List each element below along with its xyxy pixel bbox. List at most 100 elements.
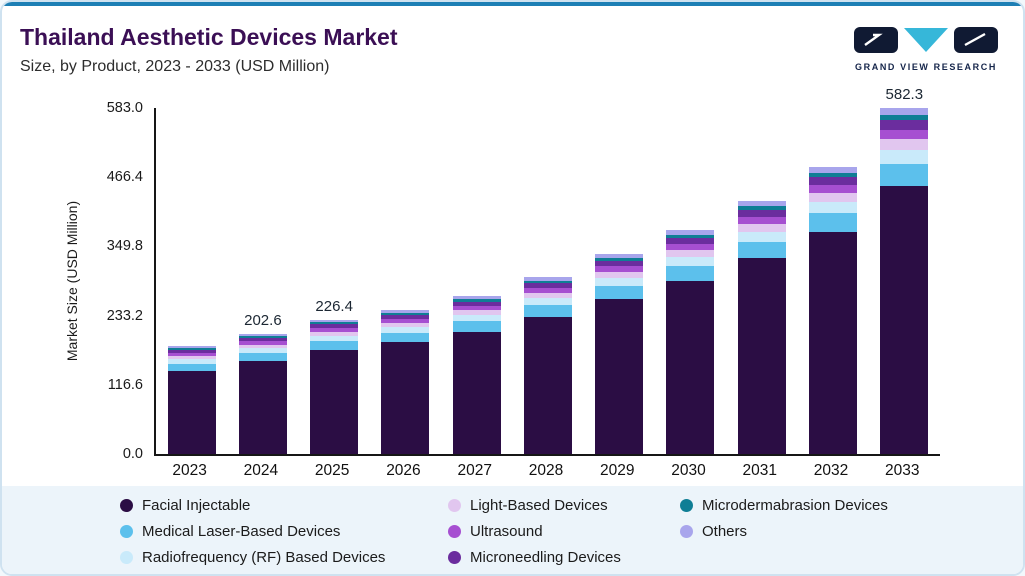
bar-segment xyxy=(666,230,715,235)
bar-segment xyxy=(809,177,858,186)
legend-item: Ultrasound xyxy=(448,523,680,540)
logo-shapes-icon xyxy=(854,27,998,53)
stacked-bar xyxy=(167,346,216,454)
top-accent-bar xyxy=(2,2,1023,6)
stacked-bar xyxy=(310,319,359,454)
bar-segment xyxy=(737,231,786,242)
legend-label: Others xyxy=(702,522,748,540)
bar-segment xyxy=(666,266,715,281)
bar-segment xyxy=(238,360,287,454)
bar-segment xyxy=(809,185,858,194)
bar-segment xyxy=(167,363,216,371)
x-axis: 2023 2024 2025 2026 2027 2028 2029 2030 2031 2032… xyxy=(154,462,938,480)
stacked-bar xyxy=(880,108,929,454)
bar-segment xyxy=(167,355,216,360)
bar-segment xyxy=(452,305,501,311)
bar-segment xyxy=(381,327,430,333)
legend-swatch-icon xyxy=(120,524,133,538)
bar-segment xyxy=(523,288,572,294)
legend-item: Light-Based Devices xyxy=(448,497,680,514)
bar-segment xyxy=(523,280,572,284)
stacked-bar xyxy=(666,230,715,454)
bar-segment xyxy=(809,173,858,178)
bar-segment xyxy=(880,163,929,187)
x-axis-tick-label: 2029 xyxy=(599,462,635,479)
legend-label: Medical Laser-Based Devices xyxy=(142,522,341,540)
legend-item: Medical Laser-Based Devices xyxy=(120,523,448,540)
bar-value-label: 202.6 xyxy=(244,311,282,329)
bar-slot xyxy=(726,201,797,454)
x-axis-tick-label: 2024 xyxy=(243,462,279,479)
stacked-bar xyxy=(523,277,572,454)
stacked-bar xyxy=(381,309,430,454)
x-axis-tick-label: 2032 xyxy=(813,462,849,479)
bar-segment xyxy=(381,309,430,313)
legend: Facial Injectable Medical Laser-Based Dev… xyxy=(120,492,888,570)
bar-segment xyxy=(595,266,644,272)
bar-segment xyxy=(310,322,359,325)
bar-segment xyxy=(310,327,359,332)
legend-label: Microdermabrasion Devices xyxy=(702,496,888,514)
bar-segment xyxy=(452,310,501,316)
bar-segment xyxy=(381,318,430,323)
bar-segment xyxy=(523,316,572,454)
bar-segment xyxy=(809,213,858,232)
bar-segment xyxy=(381,322,430,328)
logo-wordmark: GRAND VIEW RESEARCH xyxy=(855,62,997,72)
bar-slot: 582.3 xyxy=(869,86,940,454)
bar-segment xyxy=(381,342,430,454)
bar-slot xyxy=(441,296,512,454)
stacked-bar xyxy=(595,254,644,454)
bar-segment xyxy=(880,115,929,121)
bar-segment xyxy=(666,280,715,454)
bar-segment xyxy=(595,260,644,267)
bar-segment xyxy=(452,296,501,300)
bar-slot xyxy=(655,230,726,454)
bar-segment xyxy=(880,108,929,116)
bar-segment xyxy=(880,186,929,454)
bar-segment xyxy=(880,129,929,140)
bar-segment xyxy=(880,149,929,164)
legend-swatch-icon xyxy=(680,498,693,512)
legend-swatch-icon xyxy=(120,498,133,512)
bar-segment xyxy=(809,167,858,174)
bar-segment xyxy=(238,344,287,349)
bar-segment xyxy=(238,337,287,342)
legend-label: Light-Based Devices xyxy=(470,496,608,514)
page-subtitle: Size, by Product, 2023 - 2033 (USD Milli… xyxy=(20,58,330,75)
x-axis-tick-label: 2023 xyxy=(172,462,207,479)
y-axis-tick-label: 583.0 xyxy=(106,100,143,116)
bar-segment xyxy=(452,299,501,302)
bar-segment xyxy=(452,315,501,322)
plot-area: 202.6 226.4 582.3 xyxy=(154,86,940,456)
bar-segment xyxy=(452,301,501,306)
grand-view-research-logo: GRAND VIEW RESEARCH xyxy=(851,26,1001,72)
stacked-bar xyxy=(452,296,501,454)
bar-segment xyxy=(737,216,786,224)
bar-segment xyxy=(737,223,786,232)
x-axis-tick-label: 2027 xyxy=(457,462,492,479)
bar-segment xyxy=(310,349,359,454)
bar-slot xyxy=(512,277,583,454)
stacked-bar xyxy=(238,333,287,454)
legend-label: Facial Injectable xyxy=(142,496,251,514)
legend-item: Others xyxy=(680,523,888,540)
bar-segment xyxy=(595,258,644,261)
bar-segment xyxy=(595,298,644,454)
bar-segment xyxy=(737,206,786,210)
x-axis-tick-label: 2025 xyxy=(314,462,350,479)
bar-segment xyxy=(666,234,715,238)
bar-segment xyxy=(167,346,216,349)
bar-segment xyxy=(595,254,644,259)
bar-segment xyxy=(809,193,858,202)
y-axis-tick-label: 466.4 xyxy=(106,169,143,186)
bar-slot xyxy=(156,346,227,454)
legend-label: Microneedling Devices xyxy=(470,548,621,566)
bar-segment xyxy=(238,336,287,338)
page-title: Thailand Aesthetic Devices Market xyxy=(20,24,398,50)
bar-segment xyxy=(595,285,644,299)
bar-segment xyxy=(381,312,430,315)
x-axis-tick-label: 2026 xyxy=(386,462,421,479)
bar-segment xyxy=(310,335,359,342)
bar-segment xyxy=(310,331,359,336)
